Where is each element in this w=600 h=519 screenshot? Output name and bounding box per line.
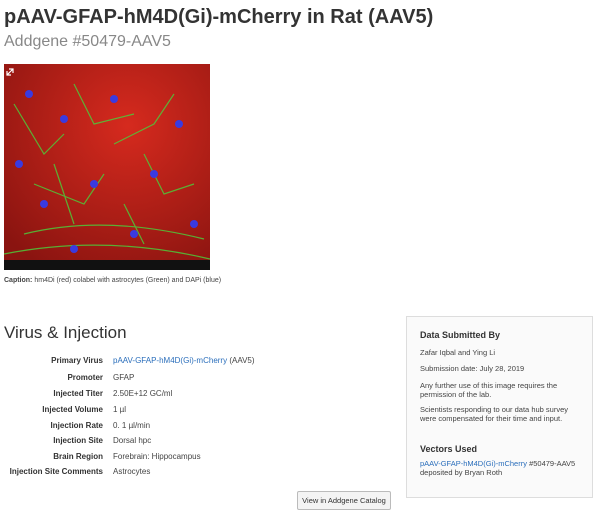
- note: Any further use of this image requires t…: [420, 381, 558, 399]
- table-row: Injected Volume 1 µl: [0, 405, 400, 419]
- table-row: Injected Titer 2.50E+12 GC/ml: [0, 389, 400, 403]
- row-value: pAAV-GFAP-hM4D(Gi)-mCherry (AAV5): [113, 356, 255, 365]
- vector-link[interactable]: pAAV-GFAP-hM4D(Gi)-mCherry: [420, 459, 527, 468]
- caption-label: Caption:: [4, 277, 33, 284]
- caption-text: hm4Di (red) colabel with astrocytes (Gre…: [34, 277, 222, 284]
- submitters: Zafar Iqbal and Ying Li: [420, 348, 496, 357]
- row-value: Astrocytes: [113, 467, 151, 476]
- row-label: Injection Site Comments: [9, 467, 103, 476]
- vector-id: #50479-AAV5: [529, 459, 576, 468]
- table-row: Primary Virus pAAV-GFAP-hM4D(Gi)-mCherry …: [0, 356, 400, 370]
- virus-suffix: (AAV5): [229, 356, 255, 365]
- table-row: Injection Rate 0. 1 µl/min: [0, 421, 400, 435]
- table-row: Promoter GFAP: [0, 373, 400, 387]
- row-label: Promoter: [67, 373, 103, 382]
- row-value: GFAP: [113, 373, 135, 382]
- sidebar-title: Data Submitted By: [420, 330, 501, 340]
- row-label: Injection Rate: [50, 421, 103, 430]
- section-title: Virus & Injection: [4, 323, 127, 342]
- row-value: Dorsal hpc: [113, 436, 152, 445]
- table-row: Injection Site Dorsal hpc: [0, 436, 400, 450]
- page-subtitle: Addgene #50479-AAV5: [4, 33, 171, 50]
- catalog-button[interactable]: View in Addgene Catalog: [297, 491, 391, 510]
- page-title: pAAV-GFAP-hM4D(Gi)-mCherry in Rat (AAV5): [4, 6, 434, 28]
- note: Scientists responding to our data hub su…: [420, 405, 569, 423]
- depositor: deposited by Bryan Roth: [420, 468, 503, 477]
- row-label: Injected Volume: [42, 405, 103, 414]
- row-value: 2.50E+12 GC/ml: [113, 389, 173, 398]
- row-label: Injected Titer: [53, 389, 103, 398]
- microscopy-image[interactable]: [4, 64, 210, 270]
- virus-link[interactable]: pAAV-GFAP-hM4D(Gi)-mCherry: [113, 356, 228, 365]
- table-row: Injection Site Comments Astrocytes: [0, 467, 400, 481]
- row-value: Forebrain: Hippocampus: [113, 452, 201, 461]
- table-row: Brain Region Forebrain: Hippocampus: [0, 452, 400, 466]
- image-caption: Caption: hm4Di (red) colabel with astroc…: [4, 277, 221, 284]
- row-value: 1 µl: [113, 405, 127, 414]
- row-label: Injection Site: [53, 436, 103, 445]
- row-label: Brain Region: [53, 452, 103, 461]
- row-label: Primary Virus: [51, 356, 103, 365]
- vectors-title: Vectors Used: [420, 444, 478, 454]
- row-value: 0. 1 µl/min: [113, 421, 151, 430]
- submission-date: Submission date: July 28, 2019: [420, 364, 525, 373]
- sidebar: Data Submitted By Zafar Iqbal and Ying L…: [406, 316, 593, 498]
